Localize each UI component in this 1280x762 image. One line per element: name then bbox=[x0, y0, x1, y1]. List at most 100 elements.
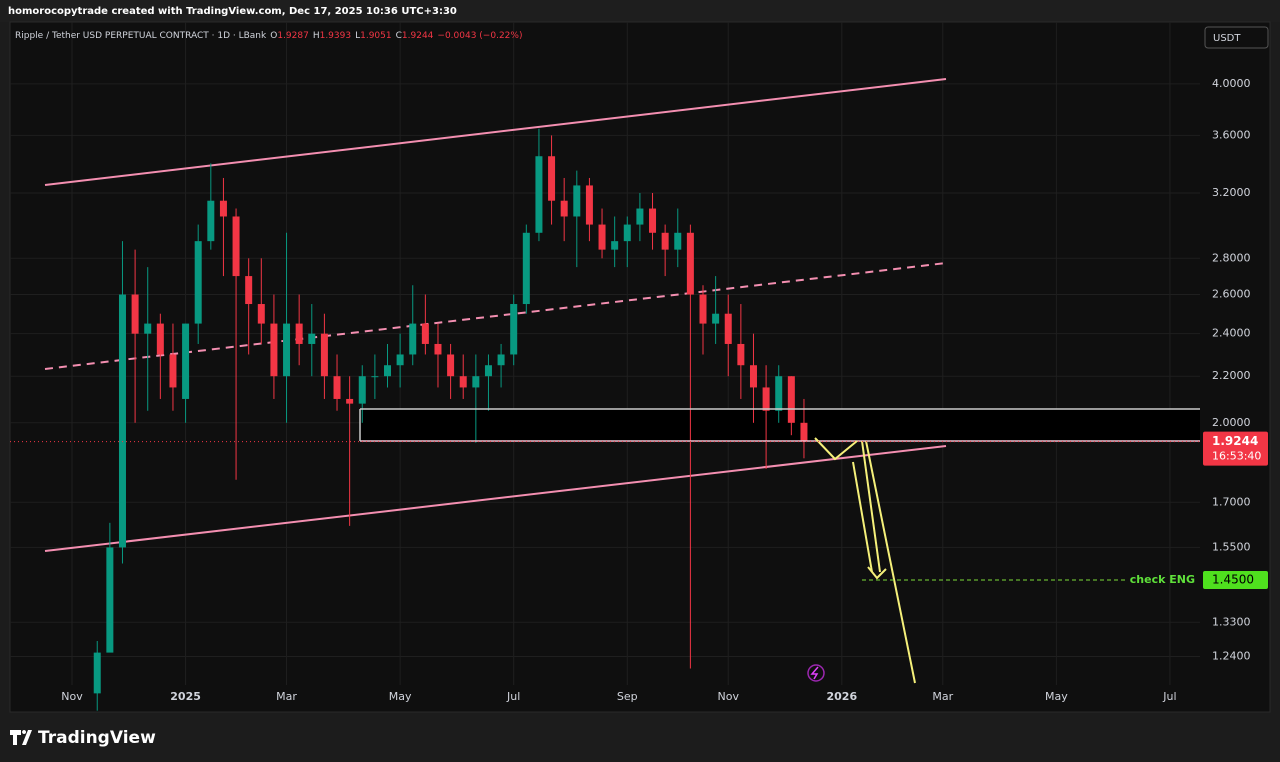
candle-body bbox=[118, 294, 126, 548]
last-price-label: 1.9244 bbox=[1212, 434, 1258, 448]
candle-body bbox=[169, 354, 177, 388]
candle-body bbox=[699, 294, 707, 324]
candle-body bbox=[497, 354, 505, 366]
arrow-line bbox=[861, 440, 881, 573]
candle-body bbox=[560, 200, 568, 217]
x-tick-label: May bbox=[1045, 690, 1068, 703]
x-tick-label: 2026 bbox=[827, 690, 858, 703]
y-tick-label: 2.6000 bbox=[1212, 288, 1251, 301]
candle-body bbox=[257, 304, 265, 324]
candle-body bbox=[346, 398, 354, 404]
candle-body bbox=[623, 224, 631, 242]
projection bbox=[814, 437, 916, 684]
candle-body bbox=[358, 376, 366, 404]
footer: TradingView bbox=[10, 728, 156, 748]
candle-body bbox=[661, 232, 669, 250]
header-bar bbox=[0, 0, 1280, 22]
candle-body bbox=[245, 276, 253, 305]
candle-body bbox=[409, 323, 417, 355]
candle-body bbox=[775, 376, 783, 411]
channel-top bbox=[44, 78, 947, 186]
target-label: 1.4500 bbox=[1212, 573, 1254, 587]
candle-body bbox=[93, 652, 101, 694]
candle-body bbox=[548, 156, 556, 201]
candle-body bbox=[194, 241, 202, 324]
y-tick-label: 1.2400 bbox=[1212, 650, 1251, 663]
target-text: check ENG bbox=[1130, 573, 1195, 586]
candle-body bbox=[182, 323, 190, 399]
candle-body bbox=[131, 294, 139, 334]
x-tick-label: 2025 bbox=[170, 690, 201, 703]
last-price-box bbox=[1203, 431, 1268, 466]
candle-body bbox=[207, 200, 215, 242]
target-box bbox=[1203, 571, 1268, 590]
arrow-line bbox=[852, 461, 873, 573]
candle-body bbox=[787, 376, 795, 423]
candle-body bbox=[573, 185, 581, 217]
candle-body bbox=[384, 365, 391, 377]
candle-body bbox=[649, 208, 657, 233]
candle-body bbox=[320, 333, 328, 377]
candle-body bbox=[749, 365, 757, 388]
footer-logo bbox=[10, 730, 32, 745]
legend-key: H bbox=[313, 31, 320, 41]
candle-body bbox=[434, 343, 442, 355]
event-icon[interactable] bbox=[807, 664, 825, 682]
candle-body bbox=[308, 333, 316, 344]
y-tick-label: 3.6000 bbox=[1212, 128, 1251, 141]
candle-body bbox=[636, 208, 644, 225]
y-tick-label: 2.4000 bbox=[1212, 327, 1251, 340]
legend-value: 1.9393 bbox=[320, 31, 352, 41]
chart-panel bbox=[9, 21, 1271, 713]
candle-body bbox=[598, 224, 606, 250]
y-tick-label: 1.7000 bbox=[1212, 495, 1251, 508]
candle-body bbox=[421, 323, 429, 344]
candle-body bbox=[674, 232, 682, 250]
candle-body bbox=[535, 156, 543, 233]
header-text: homorocopytrade created with TradingView… bbox=[8, 6, 457, 17]
candle-body bbox=[724, 313, 732, 344]
legend-value: 1.9051 bbox=[360, 31, 392, 41]
x-tick-label: May bbox=[389, 690, 412, 703]
y-tick-label: 1.5500 bbox=[1212, 540, 1251, 553]
x-tick-label: Sep bbox=[617, 690, 638, 703]
grid bbox=[10, 22, 1200, 685]
legend-value: 1.9244 bbox=[402, 31, 434, 41]
candle-body bbox=[737, 343, 745, 366]
candle-body bbox=[270, 323, 278, 377]
x-tick-label: Nov bbox=[718, 690, 740, 703]
legend-key: C bbox=[396, 31, 402, 41]
candle-body bbox=[800, 422, 808, 442]
candle-body bbox=[585, 185, 593, 225]
zone bbox=[360, 409, 1200, 441]
x-tick-label: Jul bbox=[506, 690, 520, 703]
candle-body bbox=[219, 200, 227, 217]
y-tick-label: 1.3300 bbox=[1212, 615, 1251, 628]
legend: Ripple / Tether USD PERPETUAL CONTRACT ·… bbox=[15, 31, 522, 41]
legend-value: 1.9287 bbox=[277, 31, 309, 41]
y-tick-label: 2.2000 bbox=[1212, 369, 1251, 382]
candle-body bbox=[283, 323, 291, 377]
x-tick-label: Nov bbox=[61, 690, 83, 703]
axes: 4.0000 3.6000 3.2000 2.8000 2.6000 2.4000 2.20… bbox=[61, 77, 1250, 703]
candle-body bbox=[611, 241, 619, 250]
candle-body bbox=[510, 304, 518, 355]
candle-body bbox=[106, 547, 114, 653]
candle-body bbox=[295, 323, 303, 344]
currency-button[interactable] bbox=[1204, 26, 1269, 49]
channel-mid bbox=[44, 262, 947, 370]
legend-key: L bbox=[355, 31, 360, 41]
arrow-head bbox=[867, 566, 887, 580]
legend-change: −0.0043 (−0.22%) bbox=[437, 31, 522, 41]
candles bbox=[93, 128, 808, 711]
candle-body bbox=[686, 232, 694, 295]
candle-body bbox=[472, 376, 480, 388]
projection-path bbox=[814, 437, 858, 461]
candle-body bbox=[232, 216, 240, 277]
y-tick-label: 2.8000 bbox=[1212, 251, 1251, 264]
countdown: 16:53:40 bbox=[1212, 450, 1261, 463]
candle-body bbox=[333, 376, 341, 399]
chart-title: Ripple / Tether USD PERPETUAL CONTRACT ·… bbox=[15, 31, 267, 41]
